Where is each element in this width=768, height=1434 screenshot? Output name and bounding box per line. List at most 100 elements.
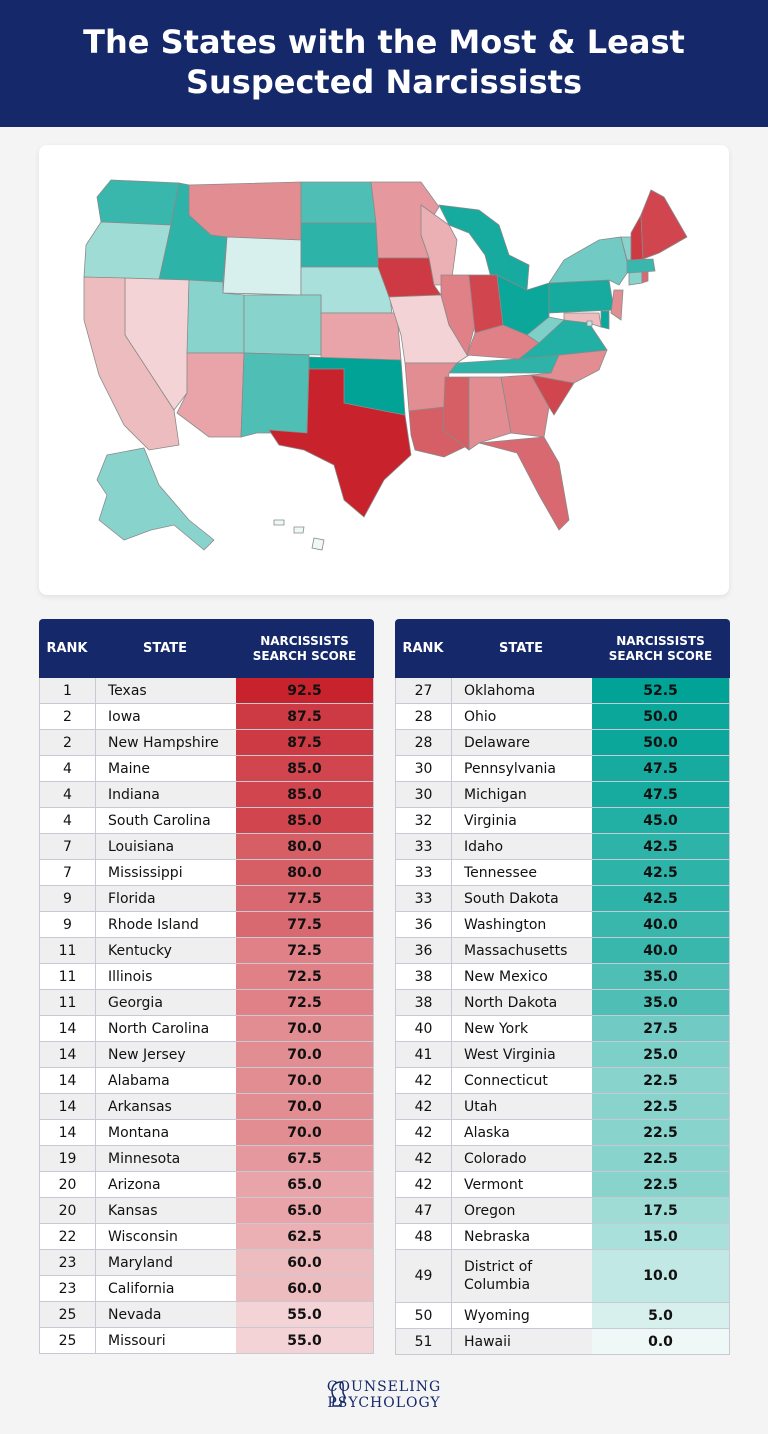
- rank-cell: 11: [40, 938, 96, 963]
- map-state-delaware: [600, 310, 610, 330]
- score-cell: 70.0: [236, 1068, 373, 1093]
- map-state-alaska: [96, 447, 215, 551]
- score-cell: 22.5: [592, 1172, 729, 1197]
- rank-cell: 27: [396, 678, 452, 703]
- score-cell: 67.5: [236, 1146, 373, 1171]
- table-row: 11 Illinois 72.5: [40, 963, 373, 989]
- score-cell: 40.0: [592, 938, 729, 963]
- state-cell: Kansas: [96, 1198, 236, 1223]
- state-cell: Maryland: [96, 1250, 236, 1275]
- map-state-new-mexico: [240, 352, 310, 438]
- table-row: 11 Georgia 72.5: [40, 989, 373, 1015]
- state-cell: New Hampshire: [96, 730, 236, 755]
- rank-cell: 47: [396, 1198, 452, 1223]
- rank-cell: 1: [40, 678, 96, 703]
- table-row: 20 Arizona 65.0: [40, 1171, 373, 1197]
- map-state-washington: [96, 179, 180, 226]
- map-state-texas: [268, 368, 412, 518]
- table-row: 14 North Carolina 70.0: [40, 1015, 373, 1041]
- state-cell: Arizona: [108, 1176, 161, 1193]
- rank-cell: 14: [40, 1016, 96, 1041]
- state-cell: Louisiana: [96, 834, 236, 859]
- table-header-left: RANK STATE NARCISSISTS SEARCH SCORE: [39, 619, 374, 678]
- score-cell: 22.5: [592, 1146, 729, 1171]
- state-cell: Washington: [464, 916, 547, 933]
- map-state-new-jersey: [610, 289, 624, 321]
- score-cell: 87.5: [236, 704, 373, 729]
- score-cell: 40.0: [592, 912, 729, 937]
- table-row: 33 Idaho 42.5: [396, 833, 729, 859]
- state-cell: Massachusetts: [452, 938, 592, 963]
- map-state-south-dakota: [300, 222, 379, 268]
- table-row: 14 Montana 70.0: [40, 1119, 373, 1145]
- rank-cell: 38: [396, 990, 452, 1015]
- state-cell: Texas: [96, 678, 236, 703]
- score-cell: 70.0: [236, 1016, 373, 1041]
- map-state-colorado: [243, 294, 322, 356]
- score-cell: 15.0: [592, 1224, 729, 1249]
- rank-cell: 40: [396, 1016, 452, 1041]
- map-state-oregon: [83, 221, 172, 281]
- table-row: 42 Colorado 22.5: [396, 1145, 729, 1171]
- state-cell: Rhode Island: [108, 916, 199, 933]
- state-cell: Nebraska: [464, 1228, 531, 1245]
- rank-cell: 42: [396, 1068, 452, 1093]
- table-row: 42 Alaska 22.5: [396, 1119, 729, 1145]
- state-cell: Oklahoma: [452, 678, 592, 703]
- table-row: 30 Michigan 47.5: [396, 781, 729, 807]
- score-cell: 87.5: [236, 730, 373, 755]
- score-cell: 50.0: [592, 704, 729, 729]
- state-cell: South Carolina: [108, 812, 211, 829]
- table-row: 41 West Virginia 25.0: [396, 1041, 729, 1067]
- score-cell: 22.5: [592, 1094, 729, 1119]
- rank-cell: 30: [396, 782, 452, 807]
- state-cell: Oregon: [452, 1198, 592, 1223]
- rank-cell: 4: [40, 782, 96, 807]
- rank-cell: 42: [396, 1172, 452, 1197]
- state-cell: Mississippi: [108, 864, 183, 881]
- table-row: 19 Minnesota 67.5: [40, 1145, 373, 1171]
- rank-cell: 4: [40, 808, 96, 833]
- rank-cell: 50: [396, 1303, 452, 1328]
- column-header-rank: RANK: [46, 641, 88, 656]
- us-choropleth-map: [83, 179, 688, 551]
- table-row: 30 Pennsylvania 47.5: [396, 755, 729, 781]
- state-cell: Wyoming: [464, 1307, 530, 1324]
- table-row: 36 Massachusetts 40.0: [396, 937, 729, 963]
- score-cell: 72.5: [236, 990, 373, 1015]
- state-cell: New Mexico: [464, 968, 548, 985]
- table-row: 1 Texas 92.5: [40, 678, 373, 703]
- table-row: 14 Alabama 70.0: [40, 1067, 373, 1093]
- table-row: 4 South Carolina 85.0: [40, 807, 373, 833]
- score-cell: 27.5: [592, 1016, 729, 1041]
- score-cell: 70.0: [236, 1120, 373, 1145]
- score-cell: 85.0: [236, 756, 373, 781]
- rank-cell: 14: [40, 1068, 96, 1093]
- state-cell: Idaho: [452, 834, 592, 859]
- rank-cell: 11: [40, 990, 96, 1015]
- score-cell: 92.5: [236, 678, 373, 703]
- rank-cell: 41: [396, 1042, 452, 1067]
- state-cell: Missouri: [108, 1332, 166, 1349]
- score-cell: 22.5: [592, 1068, 729, 1093]
- rank-cell: 36: [396, 912, 452, 937]
- column-header-rank: RANK: [402, 641, 444, 656]
- rank-cell: 20: [40, 1198, 96, 1223]
- table-row: 25 Missouri 55.0: [40, 1327, 373, 1353]
- table-row: 32 Virginia 45.0: [396, 807, 729, 833]
- table-row: 38 North Dakota 35.0: [396, 989, 729, 1015]
- rank-cell: 22: [40, 1224, 96, 1249]
- state-cell: West Virginia: [452, 1042, 592, 1067]
- rank-cell: 19: [40, 1146, 96, 1171]
- table-row: 42 Utah 22.5: [396, 1093, 729, 1119]
- table-row: 42 Connecticut 22.5: [396, 1067, 729, 1093]
- state-cell: Utah: [452, 1094, 592, 1119]
- map-state-pennsylvania: [548, 279, 615, 314]
- map-state-maine: [640, 189, 688, 260]
- ranking-table-left: RANK STATE NARCISSISTS SEARCH SCORE 1 Texa…: [39, 619, 374, 1354]
- score-cell: 65.0: [236, 1172, 373, 1197]
- logo-line-1: COUNSELING: [326, 1379, 442, 1395]
- score-cell: 70.0: [236, 1042, 373, 1067]
- map-state-georgia: [500, 374, 550, 438]
- state-cell: Arkansas: [96, 1094, 236, 1119]
